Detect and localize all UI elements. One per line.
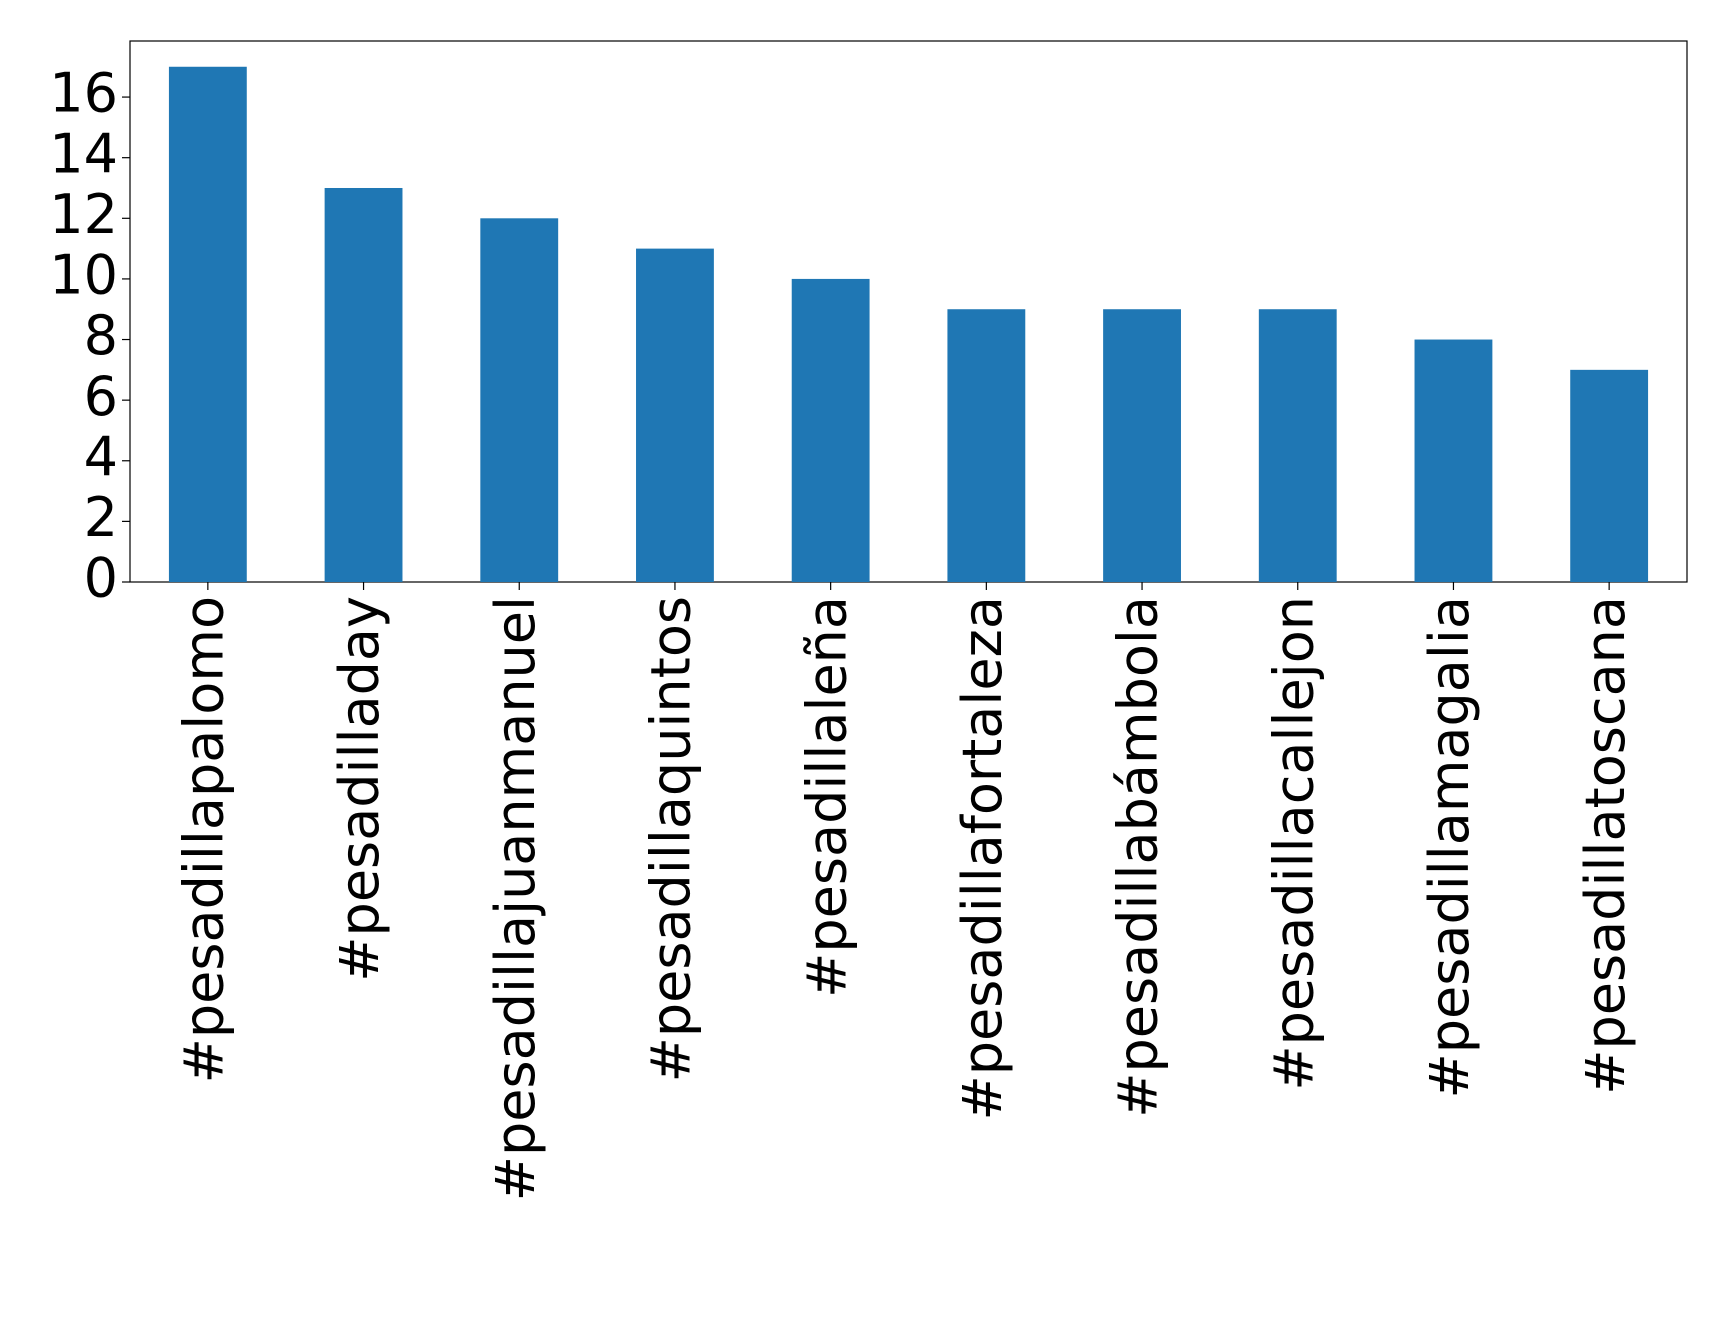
x-tick-label: #pesadillaleña bbox=[795, 596, 858, 998]
y-tick-label: 16 bbox=[49, 62, 118, 125]
bar bbox=[1103, 309, 1181, 582]
y-tick-label: 12 bbox=[49, 183, 118, 246]
bar bbox=[324, 187, 403, 583]
plot-frame bbox=[129, 40, 1688, 583]
bar bbox=[791, 278, 870, 582]
y-tick-label: 14 bbox=[49, 122, 118, 185]
bar bbox=[947, 309, 1026, 582]
bar bbox=[168, 66, 247, 582]
x-tick-label: #pesadillamagalia bbox=[1418, 596, 1481, 1099]
x-tick-label: #pesadillabámbola bbox=[1107, 596, 1170, 1118]
bar bbox=[636, 248, 714, 582]
x-tick-label: #pesadillacallejon bbox=[1262, 596, 1325, 1091]
x-tick-label: #pesadillatoscana bbox=[1574, 596, 1637, 1095]
x-tick-label: #pesadilladay bbox=[328, 596, 391, 982]
y-tick-label: 2 bbox=[84, 486, 118, 549]
y-tick-label: 8 bbox=[84, 304, 118, 367]
bar bbox=[1258, 309, 1337, 582]
x-tick-label: #pesadillajuanmanuel bbox=[484, 596, 547, 1201]
y-tick-label: 6 bbox=[84, 365, 118, 428]
x-tick-label: #pesadillaquintos bbox=[640, 596, 703, 1082]
x-tick-label: #pesadillapalomo bbox=[172, 596, 235, 1083]
y-tick-label: 10 bbox=[49, 244, 118, 307]
y-tick-label: 0 bbox=[84, 547, 118, 610]
x-tick-label: #pesadillafortaleza bbox=[951, 596, 1014, 1121]
y-tick-label: 4 bbox=[84, 425, 118, 488]
bar bbox=[1414, 339, 1493, 582]
bar bbox=[480, 218, 559, 582]
bar bbox=[1570, 369, 1649, 582]
